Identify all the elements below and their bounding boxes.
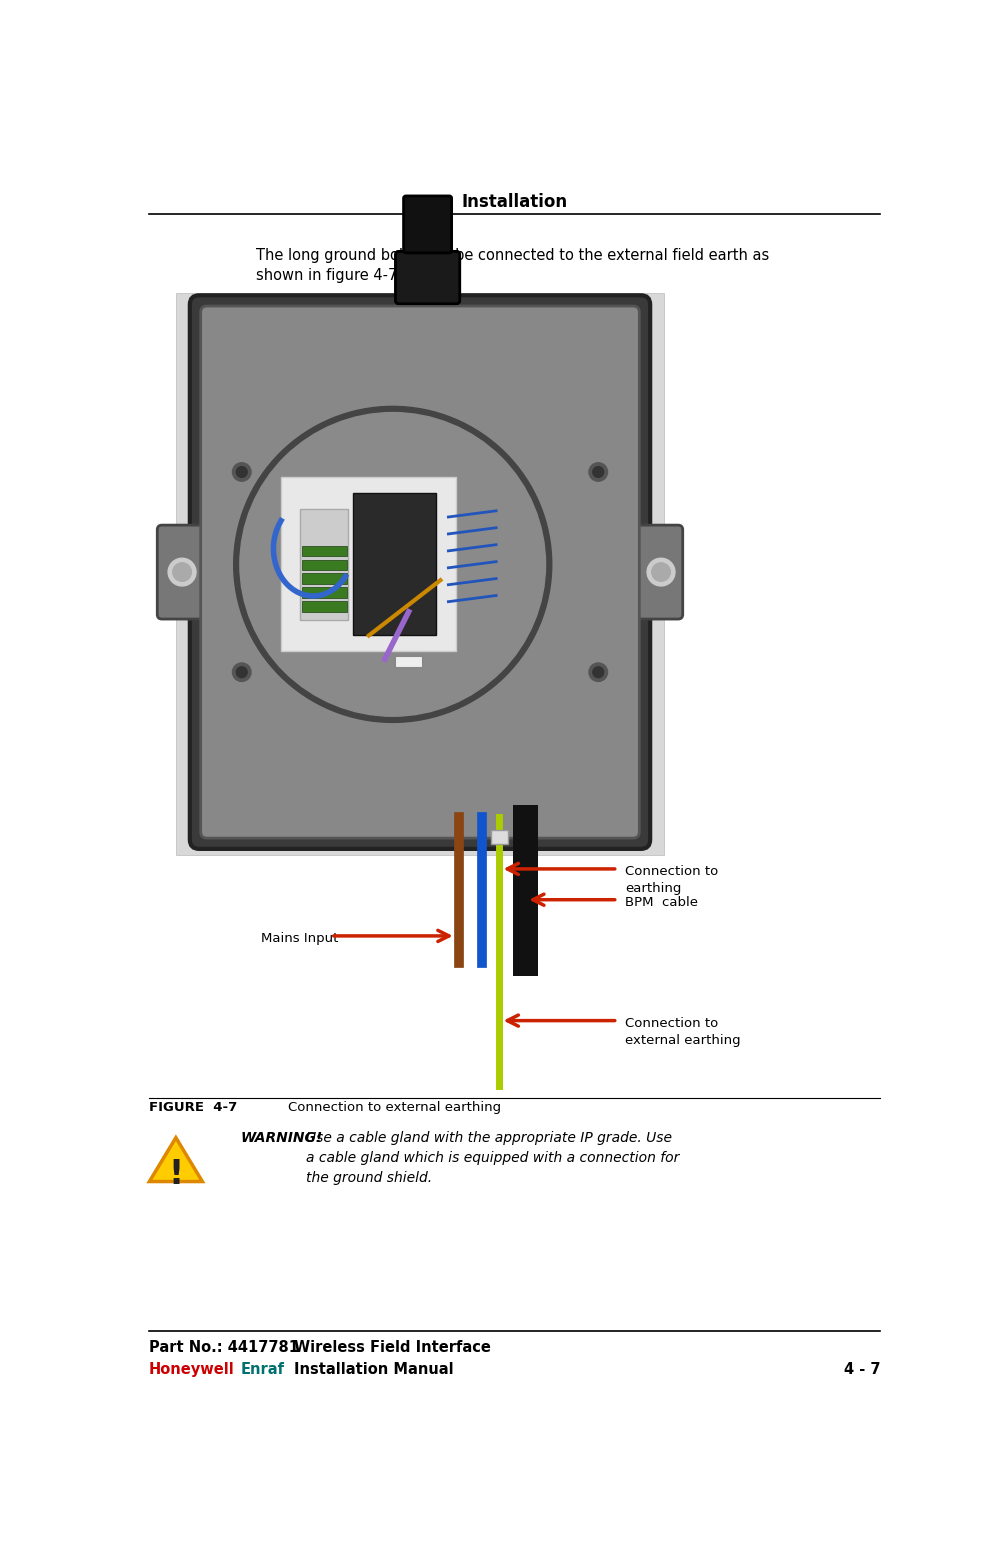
FancyBboxPatch shape bbox=[633, 525, 682, 619]
FancyBboxPatch shape bbox=[190, 295, 650, 849]
Text: Connection to
external earthing: Connection to external earthing bbox=[625, 1017, 740, 1046]
Bar bbox=[176, 293, 663, 855]
FancyBboxPatch shape bbox=[403, 196, 451, 253]
Circle shape bbox=[168, 559, 196, 586]
Text: Connection to
earthing: Connection to earthing bbox=[625, 866, 718, 895]
Circle shape bbox=[173, 563, 192, 582]
Circle shape bbox=[646, 559, 674, 586]
Bar bbox=[302, 602, 346, 613]
Text: WARNING!: WARNING! bbox=[240, 1131, 322, 1145]
Circle shape bbox=[233, 663, 251, 682]
Text: !: ! bbox=[169, 1159, 184, 1191]
Text: Mains Input: Mains Input bbox=[261, 932, 338, 944]
Bar bbox=[281, 477, 456, 651]
Text: Installation Manual: Installation Manual bbox=[294, 1362, 453, 1376]
Text: shown in figure 4-7: shown in figure 4-7 bbox=[256, 268, 396, 284]
Bar bbox=[490, 830, 508, 844]
Polygon shape bbox=[149, 1137, 203, 1182]
Bar bbox=[353, 494, 435, 636]
Bar bbox=[394, 656, 422, 668]
Text: Wireless Field Interface: Wireless Field Interface bbox=[294, 1341, 490, 1355]
Bar bbox=[302, 588, 346, 599]
Text: Use a cable gland with the appropriate IP grade. Use: Use a cable gland with the appropriate I… bbox=[306, 1131, 671, 1145]
FancyBboxPatch shape bbox=[201, 306, 639, 838]
Circle shape bbox=[592, 667, 603, 677]
Text: the ground shield.: the ground shield. bbox=[306, 1171, 431, 1185]
Text: FIGURE  4-7: FIGURE 4-7 bbox=[148, 1102, 237, 1114]
Circle shape bbox=[651, 563, 670, 582]
Circle shape bbox=[236, 466, 247, 477]
Circle shape bbox=[589, 463, 607, 481]
Circle shape bbox=[236, 667, 247, 677]
Text: Installation: Installation bbox=[461, 193, 567, 211]
Bar bbox=[302, 574, 346, 585]
FancyBboxPatch shape bbox=[157, 525, 207, 619]
Text: Honeywell: Honeywell bbox=[148, 1362, 235, 1376]
Bar bbox=[302, 560, 346, 571]
Text: Enraf: Enraf bbox=[240, 1362, 284, 1376]
Text: Part No.: 4417781: Part No.: 4417781 bbox=[148, 1341, 299, 1355]
Text: The long ground bolt must be connected to the external field earth as: The long ground bolt must be connected t… bbox=[256, 248, 768, 264]
FancyBboxPatch shape bbox=[395, 252, 459, 304]
Circle shape bbox=[592, 466, 603, 477]
Bar bbox=[302, 546, 346, 557]
Circle shape bbox=[233, 463, 251, 481]
Text: a cable gland which is equipped with a connection for: a cable gland which is equipped with a c… bbox=[306, 1151, 679, 1165]
Text: 4 - 7: 4 - 7 bbox=[843, 1362, 880, 1376]
Bar bbox=[300, 509, 348, 620]
Circle shape bbox=[234, 406, 552, 722]
Text: BPM  cable: BPM cable bbox=[625, 896, 698, 909]
Circle shape bbox=[589, 663, 607, 682]
Text: Connection to external earthing: Connection to external earthing bbox=[288, 1102, 500, 1114]
Circle shape bbox=[240, 412, 545, 716]
